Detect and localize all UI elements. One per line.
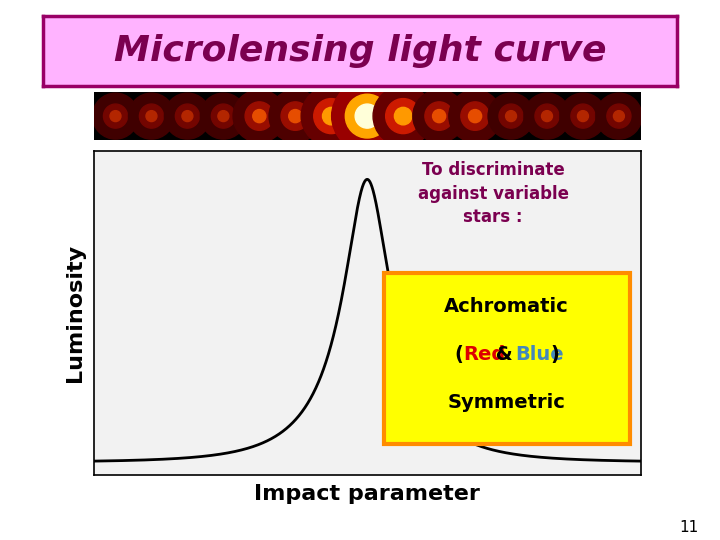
- Ellipse shape: [269, 90, 322, 143]
- Ellipse shape: [469, 110, 482, 123]
- Ellipse shape: [104, 104, 127, 128]
- Ellipse shape: [323, 107, 340, 125]
- Ellipse shape: [386, 99, 420, 133]
- Text: ): ): [551, 345, 559, 364]
- Ellipse shape: [524, 93, 570, 139]
- Ellipse shape: [146, 111, 157, 122]
- Ellipse shape: [253, 110, 266, 123]
- Ellipse shape: [346, 94, 389, 138]
- Text: To discriminate
against variable
stars :: To discriminate against variable stars :: [418, 161, 569, 226]
- Ellipse shape: [571, 104, 595, 128]
- Ellipse shape: [164, 93, 210, 139]
- Ellipse shape: [218, 111, 229, 122]
- Text: 11: 11: [679, 519, 698, 535]
- Ellipse shape: [182, 111, 193, 122]
- Text: Symmetric: Symmetric: [448, 393, 566, 412]
- Text: Red: Red: [463, 345, 505, 364]
- Ellipse shape: [499, 104, 523, 128]
- Ellipse shape: [425, 102, 454, 130]
- Ellipse shape: [560, 93, 606, 139]
- Ellipse shape: [596, 93, 642, 139]
- Y-axis label: Luminosity: Luminosity: [66, 244, 85, 382]
- Text: Microlensing light curve: Microlensing light curve: [114, 35, 606, 68]
- Ellipse shape: [140, 104, 163, 128]
- Ellipse shape: [110, 111, 121, 122]
- Ellipse shape: [212, 104, 235, 128]
- Ellipse shape: [281, 102, 310, 130]
- Ellipse shape: [505, 111, 516, 122]
- Ellipse shape: [233, 90, 286, 143]
- Ellipse shape: [332, 80, 402, 152]
- Ellipse shape: [613, 111, 624, 122]
- Ellipse shape: [289, 110, 302, 123]
- Text: (: (: [454, 345, 463, 364]
- Ellipse shape: [413, 90, 465, 143]
- FancyBboxPatch shape: [384, 273, 630, 444]
- Text: &: &: [489, 345, 520, 364]
- Ellipse shape: [449, 90, 501, 143]
- Ellipse shape: [433, 110, 446, 123]
- Ellipse shape: [245, 102, 274, 130]
- Ellipse shape: [395, 107, 412, 125]
- Ellipse shape: [128, 93, 174, 139]
- Ellipse shape: [200, 93, 246, 139]
- Ellipse shape: [541, 111, 552, 122]
- Ellipse shape: [314, 99, 348, 133]
- Ellipse shape: [373, 86, 433, 146]
- Ellipse shape: [176, 104, 199, 128]
- Ellipse shape: [488, 93, 534, 139]
- Ellipse shape: [355, 104, 379, 128]
- Text: Blue: Blue: [516, 345, 564, 364]
- X-axis label: Impact parameter: Impact parameter: [254, 483, 480, 503]
- Ellipse shape: [607, 104, 631, 128]
- Text: Achromatic: Achromatic: [444, 297, 569, 316]
- Ellipse shape: [577, 111, 588, 122]
- Ellipse shape: [461, 102, 490, 130]
- Ellipse shape: [92, 93, 138, 139]
- Ellipse shape: [535, 104, 559, 128]
- Ellipse shape: [301, 86, 361, 146]
